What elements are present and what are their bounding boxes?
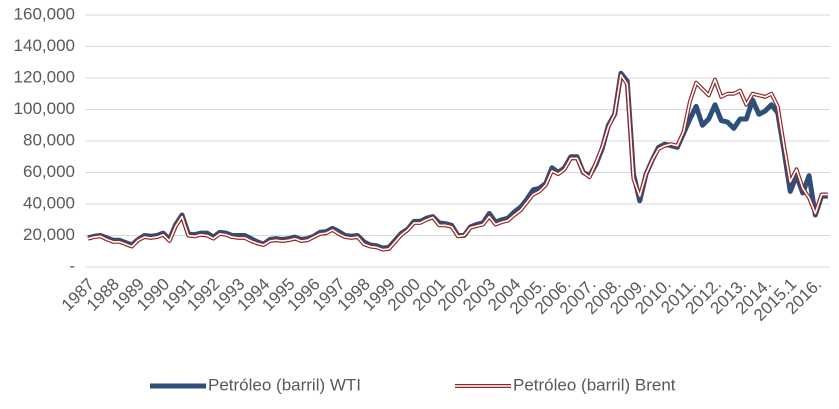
series-line xyxy=(87,72,828,252)
y-tick-label: 100,000 xyxy=(14,99,75,118)
series-line xyxy=(87,70,828,251)
y-tick-label: 120,000 xyxy=(14,67,75,86)
y-tick-label: 140,000 xyxy=(14,36,75,55)
series-line-inner xyxy=(87,74,828,251)
y-tick-label: 20,000 xyxy=(23,225,75,244)
y-tick-label: 160,000 xyxy=(14,4,75,23)
y-tick-label: 80,000 xyxy=(23,130,75,149)
y-tick-label: 60,000 xyxy=(23,162,75,181)
y-tick-label: - xyxy=(69,256,75,275)
legend-label: Petróleo (barril) Brent xyxy=(513,375,676,394)
legend-label: Petróleo (barril) WTI xyxy=(208,375,361,394)
y-tick-label: 40,000 xyxy=(23,193,75,212)
